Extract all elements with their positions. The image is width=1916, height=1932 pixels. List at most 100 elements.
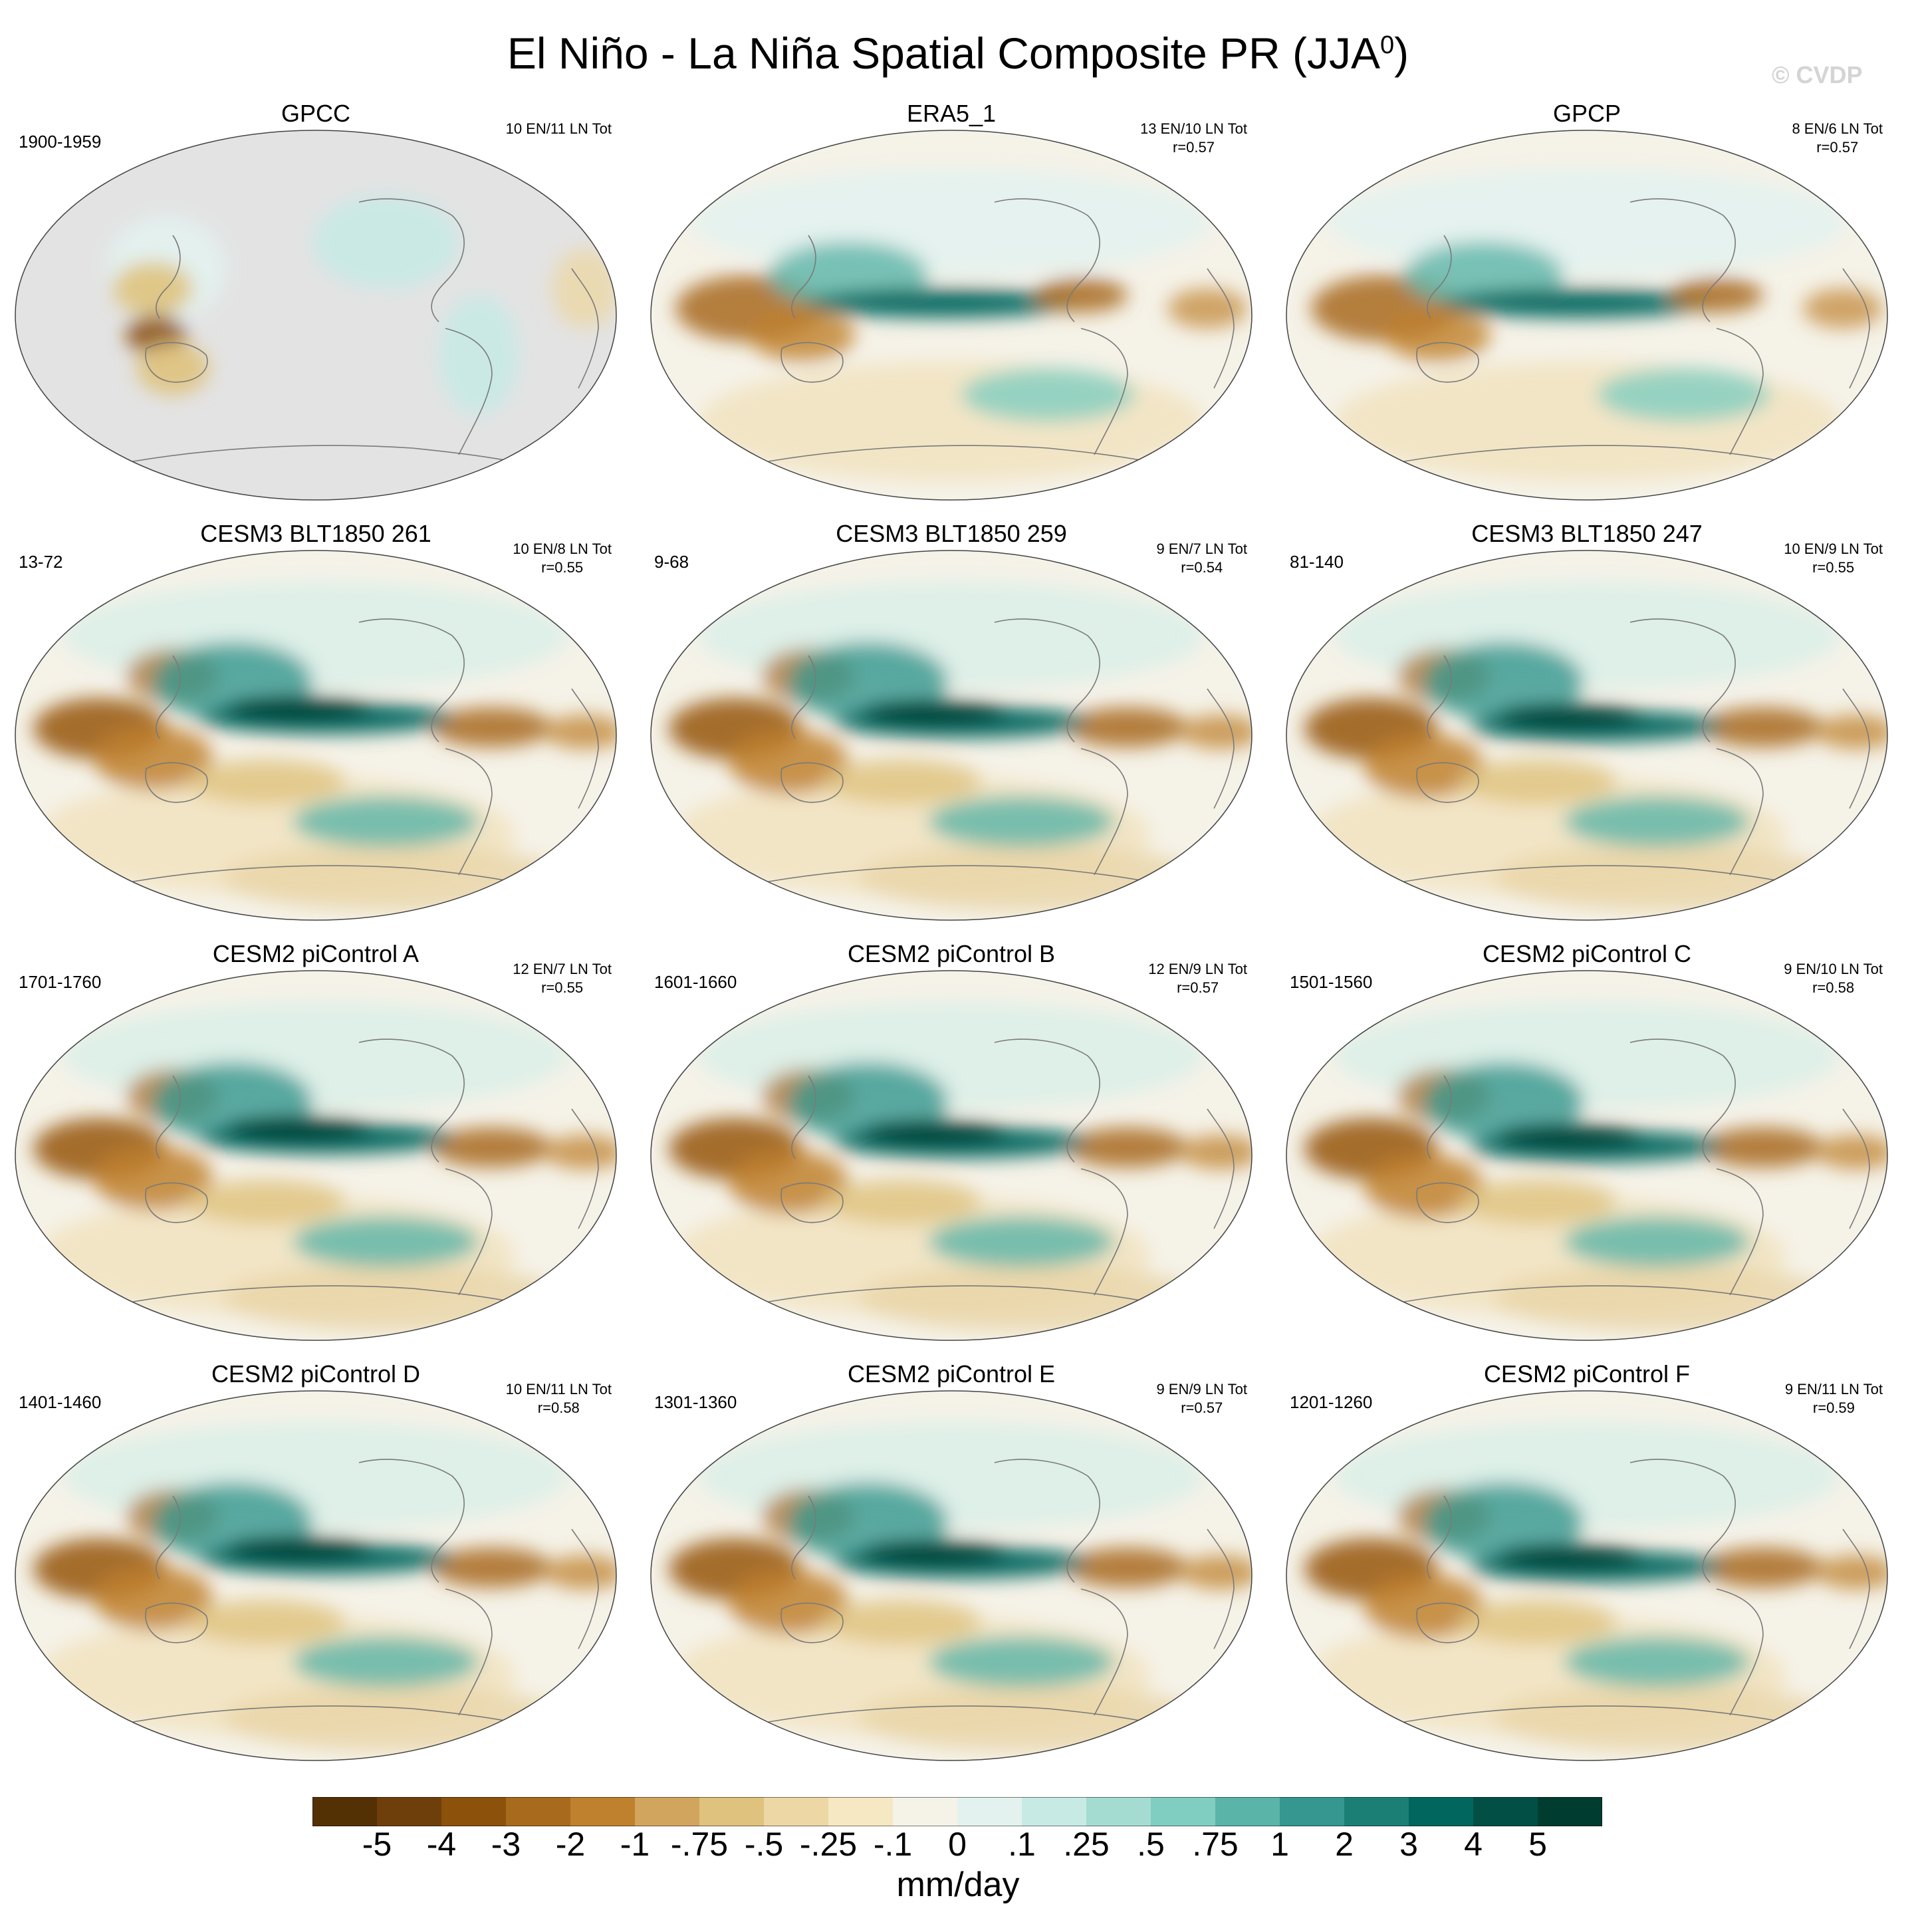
south-pacific-wet [1564, 1637, 1750, 1687]
panel-pattern-correlation: r=0.59 [1812, 1399, 1855, 1416]
southern-band [699, 362, 1204, 481]
panel-title: ERA5_1 [906, 100, 997, 127]
south-pacific-dry [822, 1600, 981, 1645]
coastline [994, 1038, 1100, 1163]
equatorial-core-wet [862, 1120, 1008, 1144]
colorbar-tick-label: -1 [620, 1826, 650, 1863]
panel-pattern-correlation: r=0.55 [541, 559, 584, 576]
coastline [1080, 328, 1128, 455]
colorbar-swatch [764, 1797, 828, 1826]
africa-dry [1816, 1555, 1887, 1590]
southern-ocean-band [223, 1685, 568, 1752]
panel-period: 1301-1360 [654, 1392, 737, 1412]
panel-title: CESM2 piControl B [847, 940, 1056, 967]
coastline [358, 618, 465, 743]
coastline [1080, 748, 1128, 876]
colorbar-tick-label: .5 [1137, 1826, 1165, 1863]
africa-dry [1181, 1135, 1252, 1169]
coastline [1416, 1602, 1479, 1643]
panel-title: GPCC [281, 100, 350, 127]
coastline [780, 1602, 844, 1643]
panel-event-counts: 9 EN/10 LN Tot [1784, 961, 1883, 977]
coastline [1427, 1075, 1452, 1159]
africa-dry [545, 1135, 616, 1169]
coastline [156, 235, 181, 319]
coastline [780, 342, 844, 383]
southern-ocean-band [223, 845, 568, 911]
africa-dry [1816, 715, 1887, 749]
precipitation-field [1304, 1423, 1887, 1752]
maritime-dry [729, 1150, 848, 1214]
australia-dry [136, 342, 209, 395]
figure-title: El Niño - La Niña Spatial Composite PR (… [507, 29, 1409, 78]
colorbar-swatch [635, 1797, 699, 1826]
equatorial-core-wet [226, 1116, 372, 1140]
panel-stats: 10 EN/11 LN Tot r=0.58 [506, 1380, 612, 1417]
coastline [1842, 268, 1870, 389]
atlantic-dry [1034, 278, 1128, 312]
map-panel: CESM2 piControl D 1401-1460 10 EN/11 LN To… [7, 1360, 625, 1761]
equatorial-core-wet [862, 700, 1008, 724]
panel-title: CESM2 piControl E [847, 1360, 1056, 1388]
colorbar-tick-label: .75 [1192, 1826, 1239, 1863]
maritime-dry [729, 730, 848, 794]
robinson-map [15, 970, 617, 1341]
southern-ocean-band [223, 1265, 568, 1332]
coastline [780, 762, 844, 803]
southern-band [1334, 362, 1840, 481]
south-pacific-dry [186, 759, 346, 804]
panel-period: 1601-1660 [654, 972, 737, 992]
robinson-map [15, 130, 617, 501]
panel-stats: 9 EN/11 LN Tot r=0.59 [1785, 1380, 1883, 1417]
map-border [650, 550, 1253, 921]
coastline [358, 1459, 465, 1583]
coastline [1842, 1528, 1870, 1649]
colorbar-swatch [1344, 1797, 1409, 1826]
map-panel: CESM3 BLT1850 261 13-72 10 EN/8 LN Tot r=0.… [7, 520, 625, 921]
south-pacific-dry [822, 759, 981, 804]
east-asia-dry [113, 262, 193, 315]
robinson-map [650, 550, 1253, 921]
robinson-map [1286, 1390, 1888, 1761]
west-pacific-wet [1424, 642, 1584, 722]
coastline [145, 762, 208, 803]
coastline [1207, 1108, 1235, 1229]
south-pacific-dry [186, 1179, 346, 1225]
panel-stats: 9 EN/7 LN Tot r=0.54 [1156, 540, 1247, 577]
colorbar-swatch [1151, 1797, 1215, 1826]
panel-event-counts: 10 EN/9 LN Tot [1784, 541, 1883, 557]
atlantic-dry [1703, 707, 1823, 747]
coastline [445, 748, 493, 876]
precipitation-field [669, 1003, 1252, 1332]
cvdp-watermark: © CVDP [1772, 61, 1863, 88]
colorbar-tick-label: -.75 [670, 1826, 729, 1863]
colorbar [312, 1797, 1602, 1826]
panel-period: 13-72 [19, 552, 63, 572]
precipitation-field [669, 582, 1252, 911]
coastline [156, 655, 181, 739]
coastline [145, 1602, 208, 1643]
colorbar-tick-label: 2 [1335, 1826, 1354, 1863]
colorbar-swatch [506, 1797, 570, 1826]
south-pacific-dry [822, 1179, 981, 1225]
colorbar-swatch [1538, 1797, 1602, 1826]
panel-event-counts: 8 EN/6 LN Tot [1792, 120, 1883, 137]
maritime-dry [93, 1146, 213, 1210]
map-border [650, 130, 1253, 501]
panel-pattern-correlation: r=0.57 [1172, 139, 1215, 156]
coastlines [768, 618, 1235, 889]
coastline [791, 1075, 816, 1159]
coastline [1716, 748, 1764, 876]
colorbar-swatch [1215, 1797, 1280, 1826]
panel-event-counts: 10 EN/8 LN Tot [513, 541, 612, 557]
panel-event-counts: 9 EN/7 LN Tot [1156, 541, 1247, 557]
africa-dry [1167, 289, 1247, 328]
coastline [1427, 655, 1452, 739]
africa-dry [1181, 715, 1252, 749]
colorbar-tick-label: .1 [1008, 1826, 1036, 1863]
colorbar-swatch [1022, 1797, 1086, 1826]
map-border [15, 130, 617, 501]
coastline [571, 268, 599, 389]
precipitation-field [33, 1423, 616, 1752]
southern-ocean-band [858, 1685, 1204, 1752]
